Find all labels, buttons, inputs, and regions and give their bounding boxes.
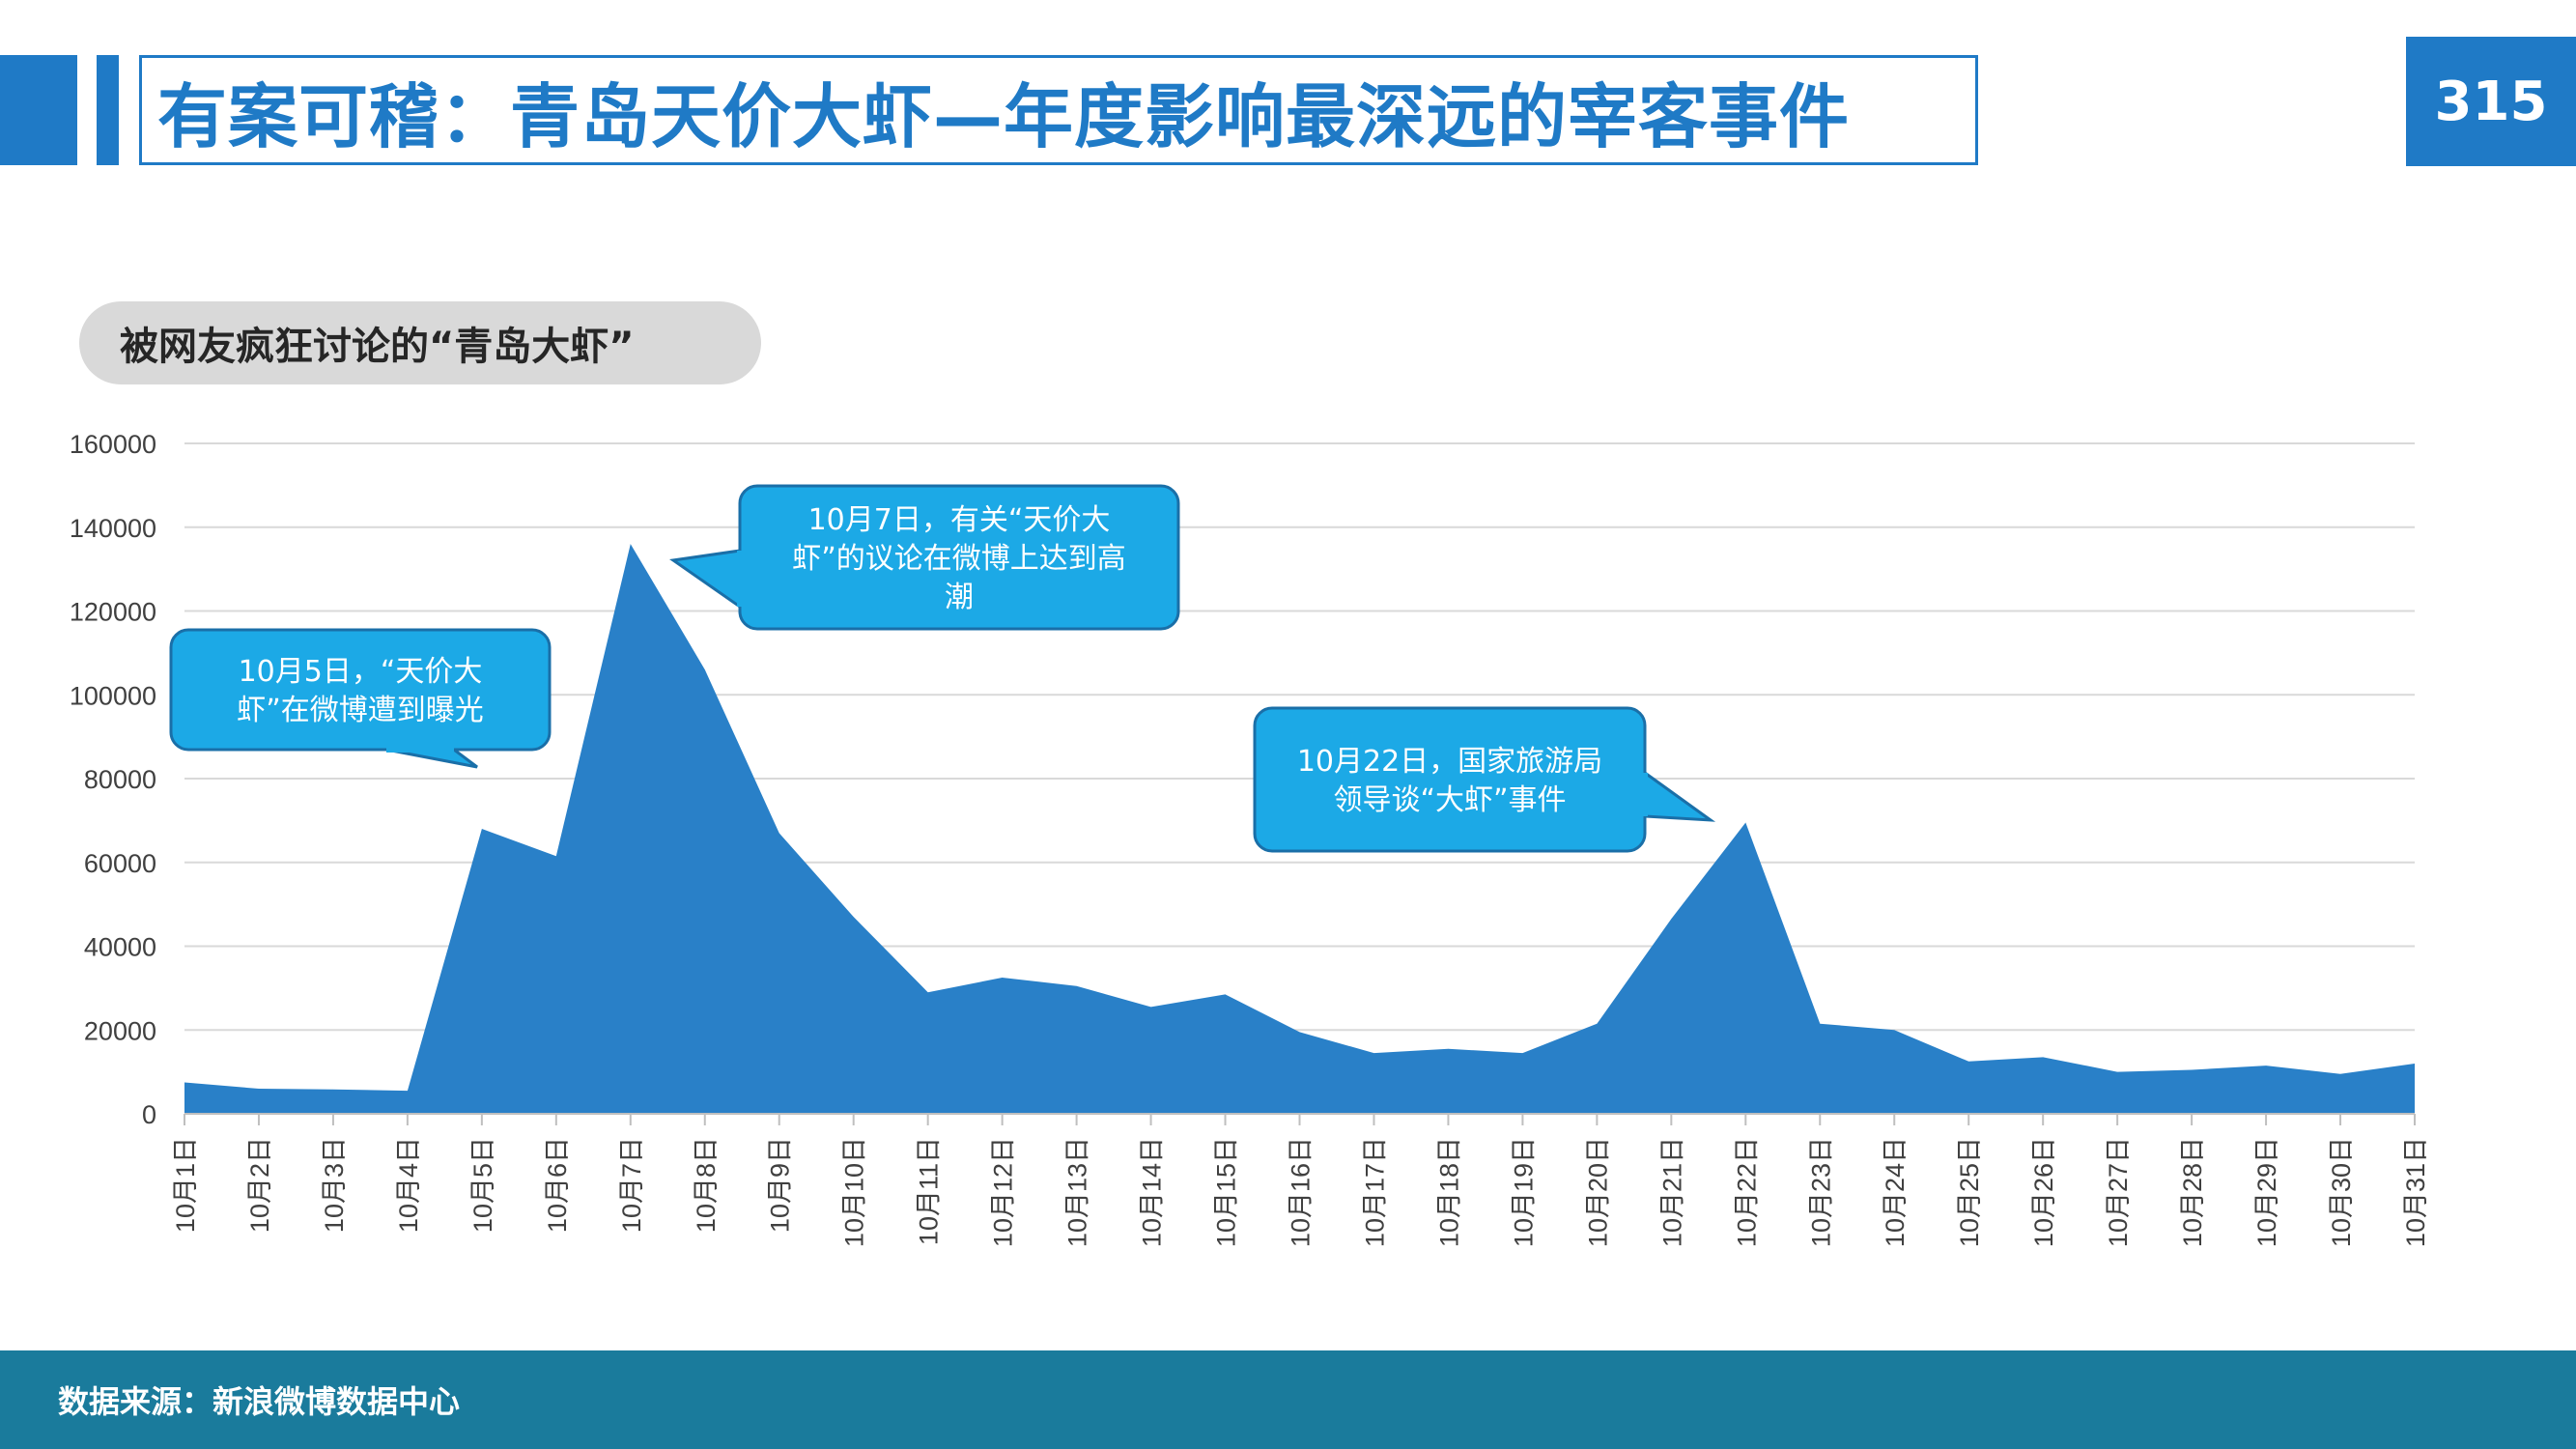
x-tick-label: 10月29日 <box>2252 1137 2281 1247</box>
x-tick-label: 10月19日 <box>1509 1137 1538 1247</box>
y-tick-label: 40000 <box>84 933 156 962</box>
x-tick-label: 10月18日 <box>1434 1137 1463 1247</box>
x-tick-label: 10月23日 <box>1806 1137 1835 1247</box>
x-tick-label: 10月31日 <box>2401 1137 2430 1247</box>
callout-text: 10月7日，有关“天价大虾”的议论在微博上达到高潮 <box>792 503 1126 614</box>
data-source: 数据来源：新浪微博数据中心 <box>58 1383 461 1420</box>
x-tick-label: 10月11日 <box>915 1137 944 1245</box>
y-tick-label: 20000 <box>84 1016 156 1045</box>
callout-text: 10月22日，国家旅游局领导谈“大虾”事件 <box>1297 745 1602 817</box>
x-tick-label: 10月24日 <box>1881 1137 1910 1247</box>
x-tick-label: 10月6日 <box>543 1137 572 1233</box>
x-tick-label: 10月14日 <box>1138 1137 1167 1247</box>
y-tick-label: 60000 <box>84 849 156 878</box>
x-tick-label: 10月12日 <box>989 1137 1018 1247</box>
x-tick-label: 10月22日 <box>1732 1137 1761 1247</box>
x-tick-label: 10月4日 <box>394 1137 423 1233</box>
x-tick-label: 10月15日 <box>1212 1137 1241 1247</box>
x-tick-label: 10月26日 <box>2029 1137 2058 1247</box>
callout-text: 10月5日，“天价大虾”在微博遭到曝光 <box>237 655 484 727</box>
x-tick-label: 10月9日 <box>766 1137 795 1233</box>
x-tick-label: 10月7日 <box>617 1137 646 1233</box>
x-tick-label: 10月27日 <box>2104 1137 2133 1247</box>
header-accent-stripe <box>97 55 119 165</box>
y-tick-label: 0 <box>142 1100 156 1129</box>
footer-bar: 数据来源：新浪微博数据中心 <box>0 1350 2576 1449</box>
title-box: 有案可稽：青岛天价大虾—年度影响最深远的宰客事件 <box>139 55 1978 165</box>
x-tick-label: 10月16日 <box>1287 1137 1316 1247</box>
y-tick-label: 140000 <box>70 514 156 543</box>
x-tick-label: 10月2日 <box>245 1137 274 1233</box>
x-tick-label: 10月8日 <box>692 1137 721 1233</box>
x-tick-label: 10月17日 <box>1360 1137 1389 1247</box>
x-tick-label: 10月3日 <box>320 1137 349 1233</box>
y-tick-label: 120000 <box>70 598 156 627</box>
x-tick-label: 10月10日 <box>840 1137 869 1247</box>
callout-pointer <box>1643 770 1716 822</box>
area-chart: 0 20000 40000 60000 80000 100000 120000 140000 1… <box>70 430 2430 1247</box>
chart-subtitle: 被网友疯狂讨论的“青岛大虾” <box>120 325 635 369</box>
chart-subtitle-pill: 被网友疯狂讨论的“青岛大虾” <box>79 301 761 384</box>
callout-pointer <box>669 549 742 610</box>
x-tick-label: 10月21日 <box>1657 1137 1686 1247</box>
page-number: 315 <box>2406 37 2576 166</box>
y-tick-label: 80000 <box>84 765 156 794</box>
x-tick-label: 10月28日 <box>2178 1137 2207 1247</box>
x-tick-label: 10月1日 <box>171 1137 200 1233</box>
header-accent-bar <box>0 55 77 165</box>
y-tick-label: 100000 <box>70 681 156 710</box>
callout-box <box>1253 706 1647 853</box>
x-tick-label: 10月30日 <box>2327 1137 2356 1247</box>
x-tick-label: 10月25日 <box>1955 1137 1984 1247</box>
area-series <box>184 544 2415 1114</box>
y-tick-label: 160000 <box>70 430 156 459</box>
x-tick-label: 10月13日 <box>1063 1137 1092 1247</box>
x-tick-label: 10月20日 <box>1583 1137 1612 1247</box>
page-title: 有案可稽：青岛天价大虾—年度影响最深远的宰客事件 <box>157 75 1851 157</box>
callout-box <box>169 628 552 752</box>
x-tick-label: 10月5日 <box>468 1137 497 1233</box>
